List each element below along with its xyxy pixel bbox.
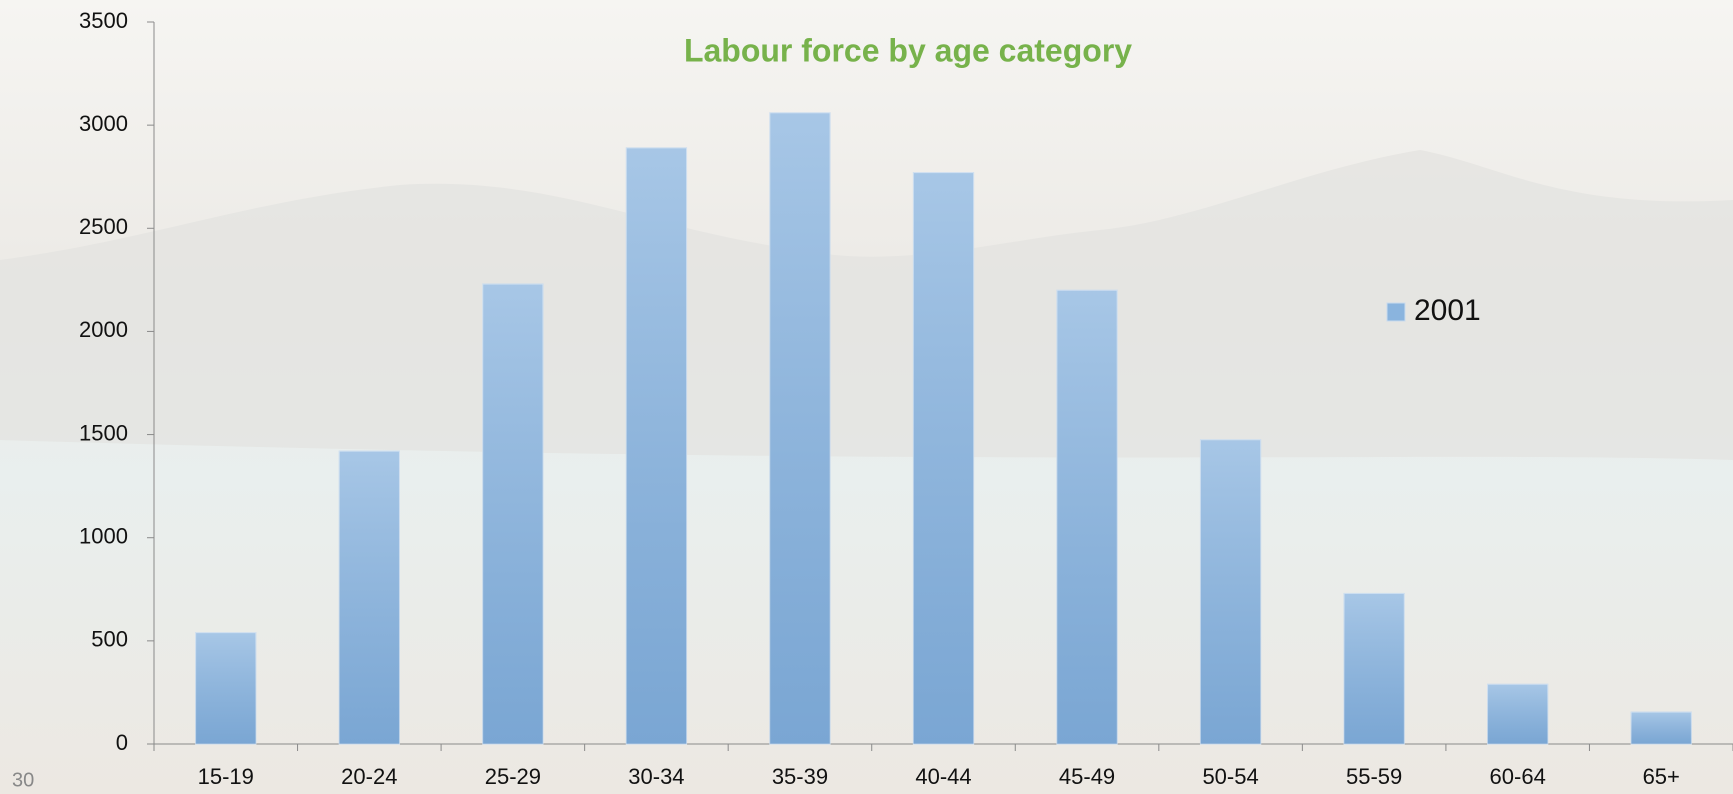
bar bbox=[338, 450, 400, 745]
bar bbox=[625, 147, 688, 745]
page-number: 30 bbox=[12, 769, 34, 791]
y-tick-label: 2000 bbox=[79, 317, 128, 342]
x-tick-label: 20-24 bbox=[341, 764, 397, 789]
legend-label: 2001 bbox=[1414, 294, 1481, 327]
x-tick-label: 15-19 bbox=[198, 764, 254, 789]
y-tick-label: 0 bbox=[116, 730, 128, 755]
x-tick-label: 40-44 bbox=[915, 764, 971, 789]
y-tick-label: 3500 bbox=[79, 8, 128, 33]
x-tick-label: 25-29 bbox=[485, 764, 541, 789]
y-tick-label: 1000 bbox=[79, 524, 128, 549]
bar bbox=[195, 632, 257, 745]
chart-title: Labour force by age category bbox=[684, 32, 1132, 68]
bar bbox=[1343, 592, 1405, 745]
x-tick-label: 30-34 bbox=[628, 764, 684, 789]
x-tick-label: 60-64 bbox=[1490, 764, 1546, 789]
bar bbox=[1630, 711, 1692, 745]
bar bbox=[1199, 439, 1262, 745]
x-tick-label: 45-49 bbox=[1059, 764, 1115, 789]
bar bbox=[1056, 289, 1118, 745]
legend-swatch bbox=[1386, 302, 1406, 322]
x-tick-label: 55-59 bbox=[1346, 764, 1402, 789]
bar bbox=[769, 112, 831, 745]
y-tick-label: 500 bbox=[91, 627, 128, 652]
x-tick-label: 35-39 bbox=[772, 764, 828, 789]
y-tick-label: 1500 bbox=[79, 420, 128, 445]
x-tick-label: 65+ bbox=[1643, 764, 1680, 789]
bar bbox=[1487, 683, 1549, 745]
x-tick-label: 50-54 bbox=[1202, 764, 1258, 789]
bar bbox=[482, 283, 544, 745]
background-hills bbox=[0, 150, 1733, 460]
y-tick-label: 2500 bbox=[79, 214, 128, 239]
bar bbox=[912, 172, 975, 745]
y-tick-label: 3000 bbox=[79, 111, 128, 136]
